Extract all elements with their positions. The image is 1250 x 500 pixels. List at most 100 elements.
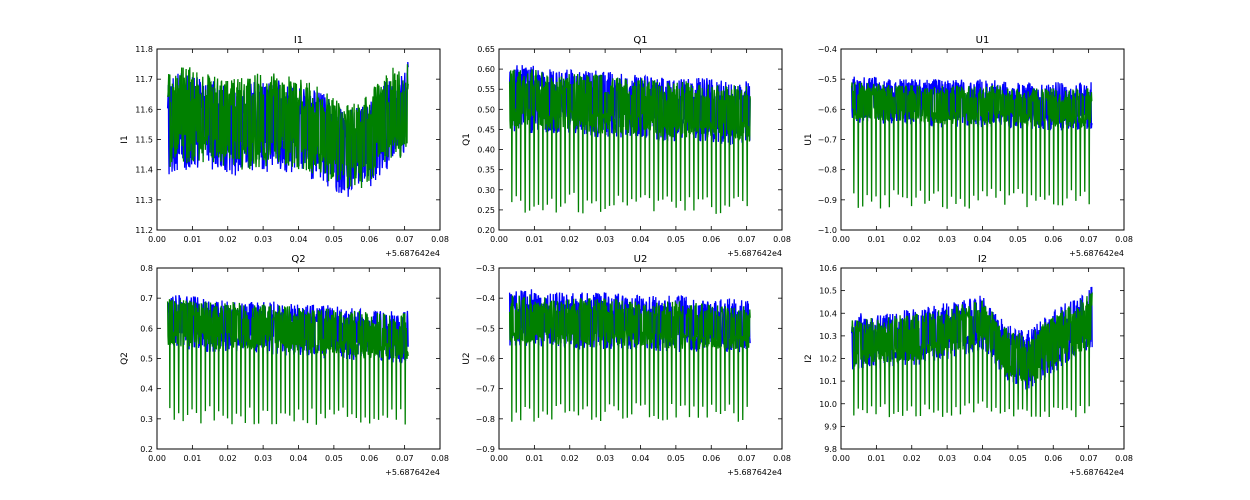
x-tick-label: 0.06 — [702, 454, 720, 463]
x-tick-label: 0.05 — [1009, 454, 1027, 463]
y-tick-label: −0.7 — [818, 136, 837, 145]
x-tick-label: 0.06 — [360, 235, 378, 244]
x-tick-label: 0.04 — [290, 235, 308, 244]
chart-title: Q2 — [291, 254, 305, 265]
y-tick-label: −0.5 — [818, 75, 837, 84]
y-tick-label: 10.0 — [819, 400, 837, 409]
y-tick-label: 11.3 — [135, 196, 153, 205]
x-tick-label: 0.01 — [183, 235, 201, 244]
y-tick-label: 0.35 — [477, 166, 495, 175]
y-tick-label: 10.5 — [819, 287, 837, 296]
x-tick-label: 0.04 — [632, 235, 650, 244]
chart-title: I1 — [294, 35, 303, 46]
y-tick-label: 0.20 — [477, 226, 495, 235]
x-tick-label: 0.02 — [903, 235, 921, 244]
chart-panel-i1: 0.00 0.01 0.02 0.03 0.04 0.05 0.06 0.07 0.08 11.2… — [120, 35, 449, 258]
x-tick-label: 0.00 — [832, 454, 850, 463]
x-tick-label: 0.07 — [738, 454, 756, 463]
chart-panel-u1: 0.00 0.01 0.02 0.03 0.04 0.05 0.06 0.07 0.08 −1.0… — [804, 35, 1133, 258]
x-tick-label: 0.08 — [1115, 454, 1133, 463]
chart-panel-q2: 0.00 0.01 0.02 0.03 0.04 0.05 0.06 0.07 0.08 0.2 0… — [120, 254, 449, 477]
y-tick-label: 10.2 — [819, 355, 837, 364]
y-tick-label: −0.6 — [818, 105, 837, 114]
y-tick-label: 11.4 — [135, 166, 153, 175]
x-tick-label: 0.03 — [938, 454, 956, 463]
x-tick-label: 0.05 — [1009, 235, 1027, 244]
y-tick-label: −0.5 — [476, 324, 495, 333]
series-line-green — [508, 69, 751, 214]
y-tick-label: −0.3 — [476, 264, 495, 273]
chart-title: I2 — [978, 254, 987, 265]
y-tick-label: −0.7 — [476, 385, 495, 394]
y-tick-label: 0.50 — [477, 105, 495, 114]
y-axis-label: U2 — [462, 352, 472, 364]
chart-panel-i2: 0.00 0.01 0.02 0.03 0.04 0.05 0.06 0.07 0.08 9.8 9… — [804, 254, 1133, 477]
x-tick-label: 0.06 — [702, 235, 720, 244]
x-tick-label: 0.00 — [490, 454, 508, 463]
y-tick-label: 11.5 — [135, 136, 153, 145]
y-tick-label: 0.2 — [140, 445, 153, 454]
y-tick-label: −0.6 — [476, 355, 495, 364]
x-tick-label: 0.01 — [867, 235, 885, 244]
x-tick-label: 0.02 — [561, 235, 579, 244]
x-tick-label: 0.06 — [1044, 235, 1062, 244]
y-axis-label: I2 — [804, 354, 814, 362]
y-tick-label: 0.45 — [477, 125, 495, 134]
y-tick-label: −0.8 — [476, 415, 495, 424]
x-tick-label: 0.07 — [1080, 235, 1098, 244]
x-tick-label: 0.04 — [974, 235, 992, 244]
series-line-green — [166, 64, 409, 189]
y-tick-label: 11.2 — [135, 226, 153, 235]
y-axis-label: Q1 — [462, 133, 472, 146]
y-tick-label: 10.1 — [819, 377, 837, 386]
x-tick-label: 0.03 — [596, 454, 614, 463]
x-tick-label: 0.02 — [219, 454, 237, 463]
y-tick-label: 9.9 — [824, 422, 837, 431]
chart-title: U1 — [976, 35, 990, 46]
y-tick-label: 0.3 — [140, 415, 153, 424]
y-tick-label: 0.6 — [140, 324, 153, 333]
x-tick-label: 0.00 — [148, 454, 166, 463]
x-tick-label: 0.08 — [773, 235, 791, 244]
x-tick-label: 0.08 — [431, 454, 449, 463]
x-tick-label: 0.01 — [867, 454, 885, 463]
x-offset-label: +5.687642e4 — [727, 249, 782, 258]
x-tick-label: 0.03 — [254, 235, 272, 244]
x-tick-label: 0.03 — [596, 235, 614, 244]
y-tick-label: −1.0 — [818, 226, 837, 235]
series-line-green — [508, 295, 751, 422]
x-tick-label: 0.04 — [290, 454, 308, 463]
x-tick-label: 0.07 — [1080, 454, 1098, 463]
chart-panel-u2: 0.00 0.01 0.02 0.03 0.04 0.05 0.06 0.07 0.08 −0.9… — [462, 254, 791, 477]
x-tick-label: 0.05 — [325, 235, 343, 244]
x-tick-label: 0.08 — [431, 235, 449, 244]
x-tick-label: 0.04 — [632, 454, 650, 463]
x-tick-label: 0.03 — [254, 454, 272, 463]
y-axis-label: Q2 — [120, 352, 130, 365]
y-tick-label: 0.60 — [477, 65, 495, 74]
x-tick-label: 0.08 — [773, 454, 791, 463]
y-tick-label: 10.6 — [819, 264, 837, 273]
y-tick-label: −0.4 — [818, 45, 837, 54]
series-line-green — [166, 299, 409, 425]
x-offset-label: +5.687642e4 — [1069, 468, 1124, 477]
x-offset-label: +5.687642e4 — [1069, 249, 1124, 258]
x-tick-label: 0.02 — [219, 235, 237, 244]
x-tick-label: 0.01 — [525, 454, 543, 463]
y-tick-label: 11.6 — [135, 105, 153, 114]
y-tick-label: 0.8 — [140, 264, 153, 273]
y-tick-label: −0.8 — [818, 166, 837, 175]
chart-title: Q1 — [633, 35, 647, 46]
x-tick-label: 0.05 — [667, 454, 685, 463]
x-tick-label: 0.06 — [360, 454, 378, 463]
y-tick-label: 0.7 — [140, 294, 153, 303]
x-tick-label: 0.03 — [938, 235, 956, 244]
y-tick-label: 10.4 — [819, 309, 837, 318]
y-tick-label: 10.3 — [819, 332, 837, 341]
chart-panel-q1: 0.00 0.01 0.02 0.03 0.04 0.05 0.06 0.07 0.08 0.20… — [462, 35, 791, 258]
x-offset-label: +5.687642e4 — [727, 468, 782, 477]
x-offset-label: +5.687642e4 — [385, 468, 440, 477]
x-tick-label: 0.07 — [396, 235, 414, 244]
x-tick-label: 0.02 — [903, 454, 921, 463]
